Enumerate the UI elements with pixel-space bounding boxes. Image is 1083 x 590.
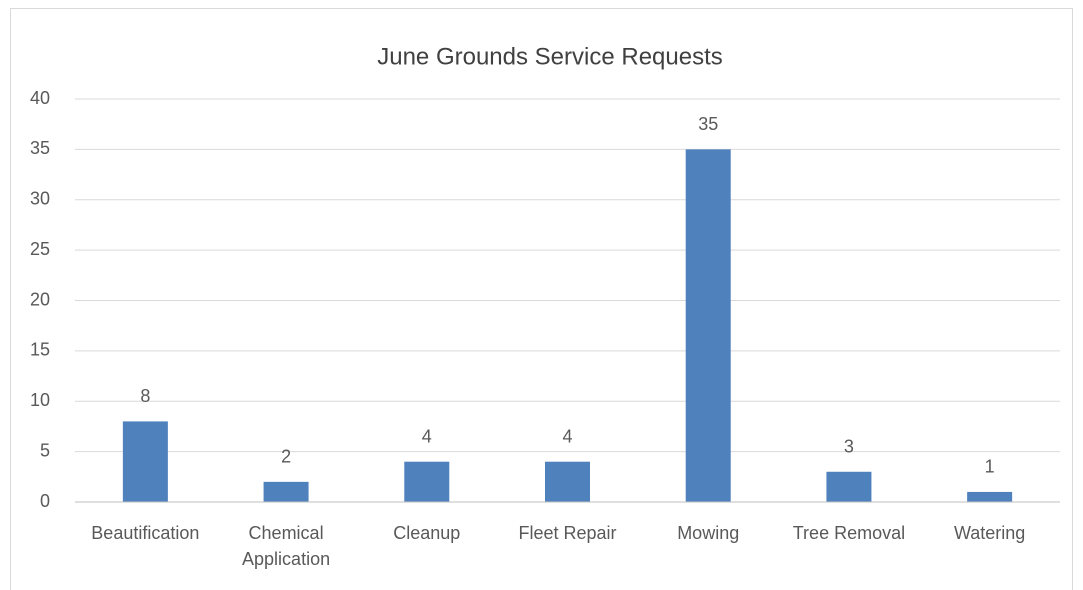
data-label: 4 bbox=[422, 426, 432, 446]
bar bbox=[685, 149, 731, 502]
data-label: 1 bbox=[985, 457, 995, 477]
data-label: 35 bbox=[698, 114, 718, 134]
x-tick-label: Mowing bbox=[677, 523, 740, 543]
data-label: 8 bbox=[140, 386, 150, 406]
y-tick-label: 25 bbox=[30, 239, 50, 259]
bar bbox=[122, 421, 168, 502]
data-label: 4 bbox=[562, 426, 572, 446]
y-tick-label: 15 bbox=[30, 340, 50, 360]
chart-title: June Grounds Service Requests bbox=[377, 43, 723, 70]
x-tick-label: Cleanup bbox=[393, 523, 461, 543]
bar bbox=[545, 461, 590, 502]
data-label: 2 bbox=[281, 447, 291, 467]
y-tick-label: 35 bbox=[30, 138, 50, 158]
y-tick-label: 40 bbox=[30, 88, 50, 108]
data-label: 3 bbox=[844, 437, 854, 457]
y-tick-label: 5 bbox=[40, 440, 50, 460]
x-tick-label: Beautification bbox=[91, 523, 200, 543]
x-tick-label: Watering bbox=[953, 523, 1026, 543]
y-tick-label: 10 bbox=[30, 390, 50, 410]
bar bbox=[263, 481, 309, 502]
bar bbox=[826, 471, 872, 502]
x-tick-label: Fleet Repair bbox=[518, 523, 617, 543]
bar bbox=[967, 491, 1013, 502]
x-tick-label: Chemical Application bbox=[242, 523, 331, 569]
y-tick-label: 30 bbox=[30, 189, 50, 209]
x-tick-label: Tree Removal bbox=[792, 523, 906, 543]
y-tick-label: 0 bbox=[40, 491, 50, 511]
chart-border bbox=[10, 8, 1073, 590]
bar bbox=[404, 461, 450, 502]
y-tick-label: 20 bbox=[30, 289, 50, 309]
